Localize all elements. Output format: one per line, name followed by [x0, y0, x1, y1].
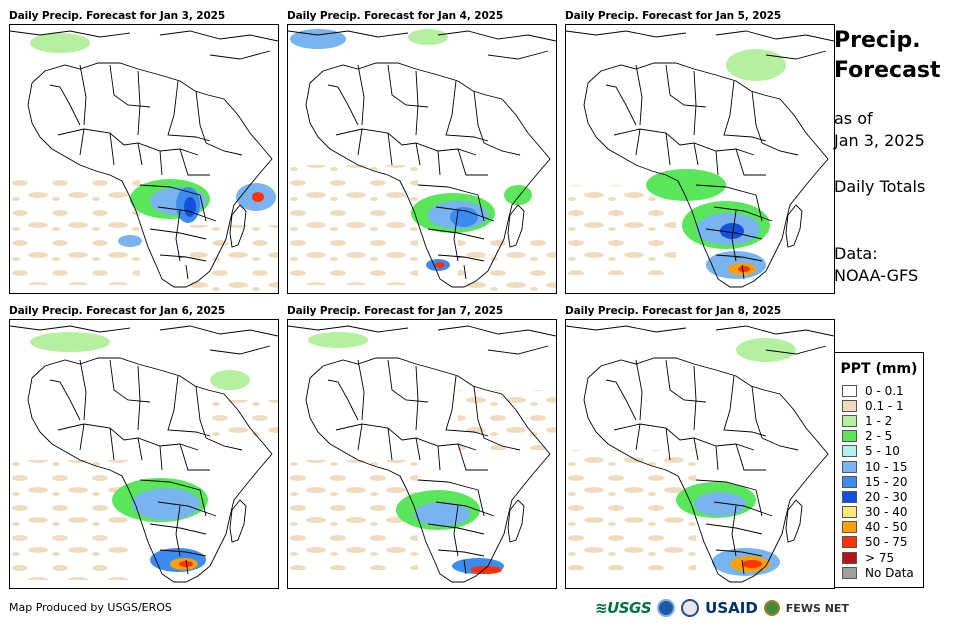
legend-label: 20 - 30 [865, 489, 908, 504]
legend-label: 5 - 10 [865, 444, 900, 459]
noaa-logo-icon [657, 599, 676, 617]
precip-map-jan7 [287, 319, 557, 589]
legend-label: 0 - 0.1 [865, 383, 904, 398]
legend-swatch [842, 521, 857, 534]
fews-net-logo: FEWS NET [785, 601, 849, 615]
precip-map-jan3 [9, 24, 279, 294]
forecast-panel-jan4: Daily Precip. Forecast for Jan 4, 2025 [287, 8, 557, 294]
legend-swatch [842, 399, 857, 412]
legend-label: 15 - 20 [865, 474, 908, 489]
legend-item: 50 - 75 [835, 535, 923, 550]
seal-logo-icon [681, 599, 700, 617]
legend-item: 30 - 40 [835, 505, 923, 520]
forecast-panel-jan6: Daily Precip. Forecast for Jan 6, 2025 [9, 303, 279, 589]
forecast-panel-jan8: Daily Precip. Forecast for Jan 8, 2025 [565, 303, 835, 589]
partner-logos: ≋USGS USAID FEWS NET [595, 597, 849, 619]
as-of-value: Jan 3, 2025 [834, 131, 925, 150]
legend-swatch [842, 414, 857, 427]
as-of-label: as of [834, 109, 873, 128]
legend-title: PPT (mm) [840, 361, 918, 377]
legend-label: > 75 [865, 550, 895, 565]
precip-map-jan5 [565, 24, 835, 294]
precip-map-jan4 [287, 24, 557, 294]
legend-item: 5 - 10 [835, 444, 923, 459]
usaid-logo: USAID [705, 599, 758, 617]
side-title-line1: Precip. [834, 28, 921, 53]
legend-item: 2 - 5 [835, 429, 923, 444]
legend-item: 0.1 - 1 [835, 398, 923, 413]
legend-label: 10 - 15 [865, 459, 908, 474]
forecast-panel-jan3: Daily Precip. Forecast for Jan 3, 2025 [9, 8, 279, 294]
data-source-value: NOAA-GFS [834, 266, 919, 285]
legend-item: 0 - 0.1 [835, 383, 923, 398]
legend-swatch [842, 445, 857, 458]
as-of-date: as of Jan 3, 2025 [834, 108, 925, 152]
side-title-line2: Forecast [834, 58, 941, 83]
map-credit: Map Produced by USGS/EROS [9, 601, 172, 614]
legend-label: 0.1 - 1 [865, 398, 904, 413]
panel-title: Daily Precip. Forecast for Jan 6, 2025 [9, 305, 226, 317]
legend-item: 10 - 15 [835, 459, 923, 474]
legend-swatch [842, 536, 857, 549]
forecast-panel-jan7: Daily Precip. Forecast for Jan 7, 2025 [287, 303, 557, 589]
legend-item: > 75 [835, 550, 923, 565]
daily-totals-label: Daily Totals [834, 177, 926, 196]
legend-swatch [842, 430, 857, 443]
legend-item: 1 - 2 [835, 413, 923, 428]
panel-title: Daily Precip. Forecast for Jan 4, 2025 [287, 10, 504, 22]
legend-swatch [842, 384, 857, 397]
panel-title: Daily Precip. Forecast for Jan 5, 2025 [565, 10, 782, 22]
legend-label: 2 - 5 [865, 429, 893, 444]
legend-item: 20 - 30 [835, 489, 923, 504]
data-source: Data: NOAA-GFS [834, 243, 918, 287]
precip-map-jan6 [9, 319, 279, 589]
panel-title: Daily Precip. Forecast for Jan 3, 2025 [9, 10, 226, 22]
legend-swatch [842, 490, 857, 503]
legend-swatch [842, 551, 857, 564]
side-title: Precip. Forecast [834, 26, 941, 86]
data-source-label: Data: [834, 244, 878, 263]
legend-label: 30 - 40 [865, 505, 908, 520]
forecast-panel-jan5: Daily Precip. Forecast for Jan 5, 2025 [565, 8, 835, 294]
legend-label: 40 - 50 [865, 520, 908, 535]
legend-swatch [842, 475, 857, 488]
legend-item: No Data [835, 565, 923, 580]
usgs-logo: ≋USGS [595, 599, 652, 617]
legend-label: No Data [865, 565, 914, 580]
legend-label: 50 - 75 [865, 535, 908, 550]
legend-swatch [842, 506, 857, 519]
legend-label: 1 - 2 [865, 413, 893, 428]
panel-title: Daily Precip. Forecast for Jan 8, 2025 [565, 305, 782, 317]
legend-swatch [842, 566, 857, 579]
panel-title: Daily Precip. Forecast for Jan 7, 2025 [287, 305, 504, 317]
globe-logo-icon [763, 600, 780, 616]
legend-item: 15 - 20 [835, 474, 923, 489]
legend-swatch [842, 460, 857, 473]
precip-map-jan8 [565, 319, 835, 589]
legend-item: 40 - 50 [835, 520, 923, 535]
